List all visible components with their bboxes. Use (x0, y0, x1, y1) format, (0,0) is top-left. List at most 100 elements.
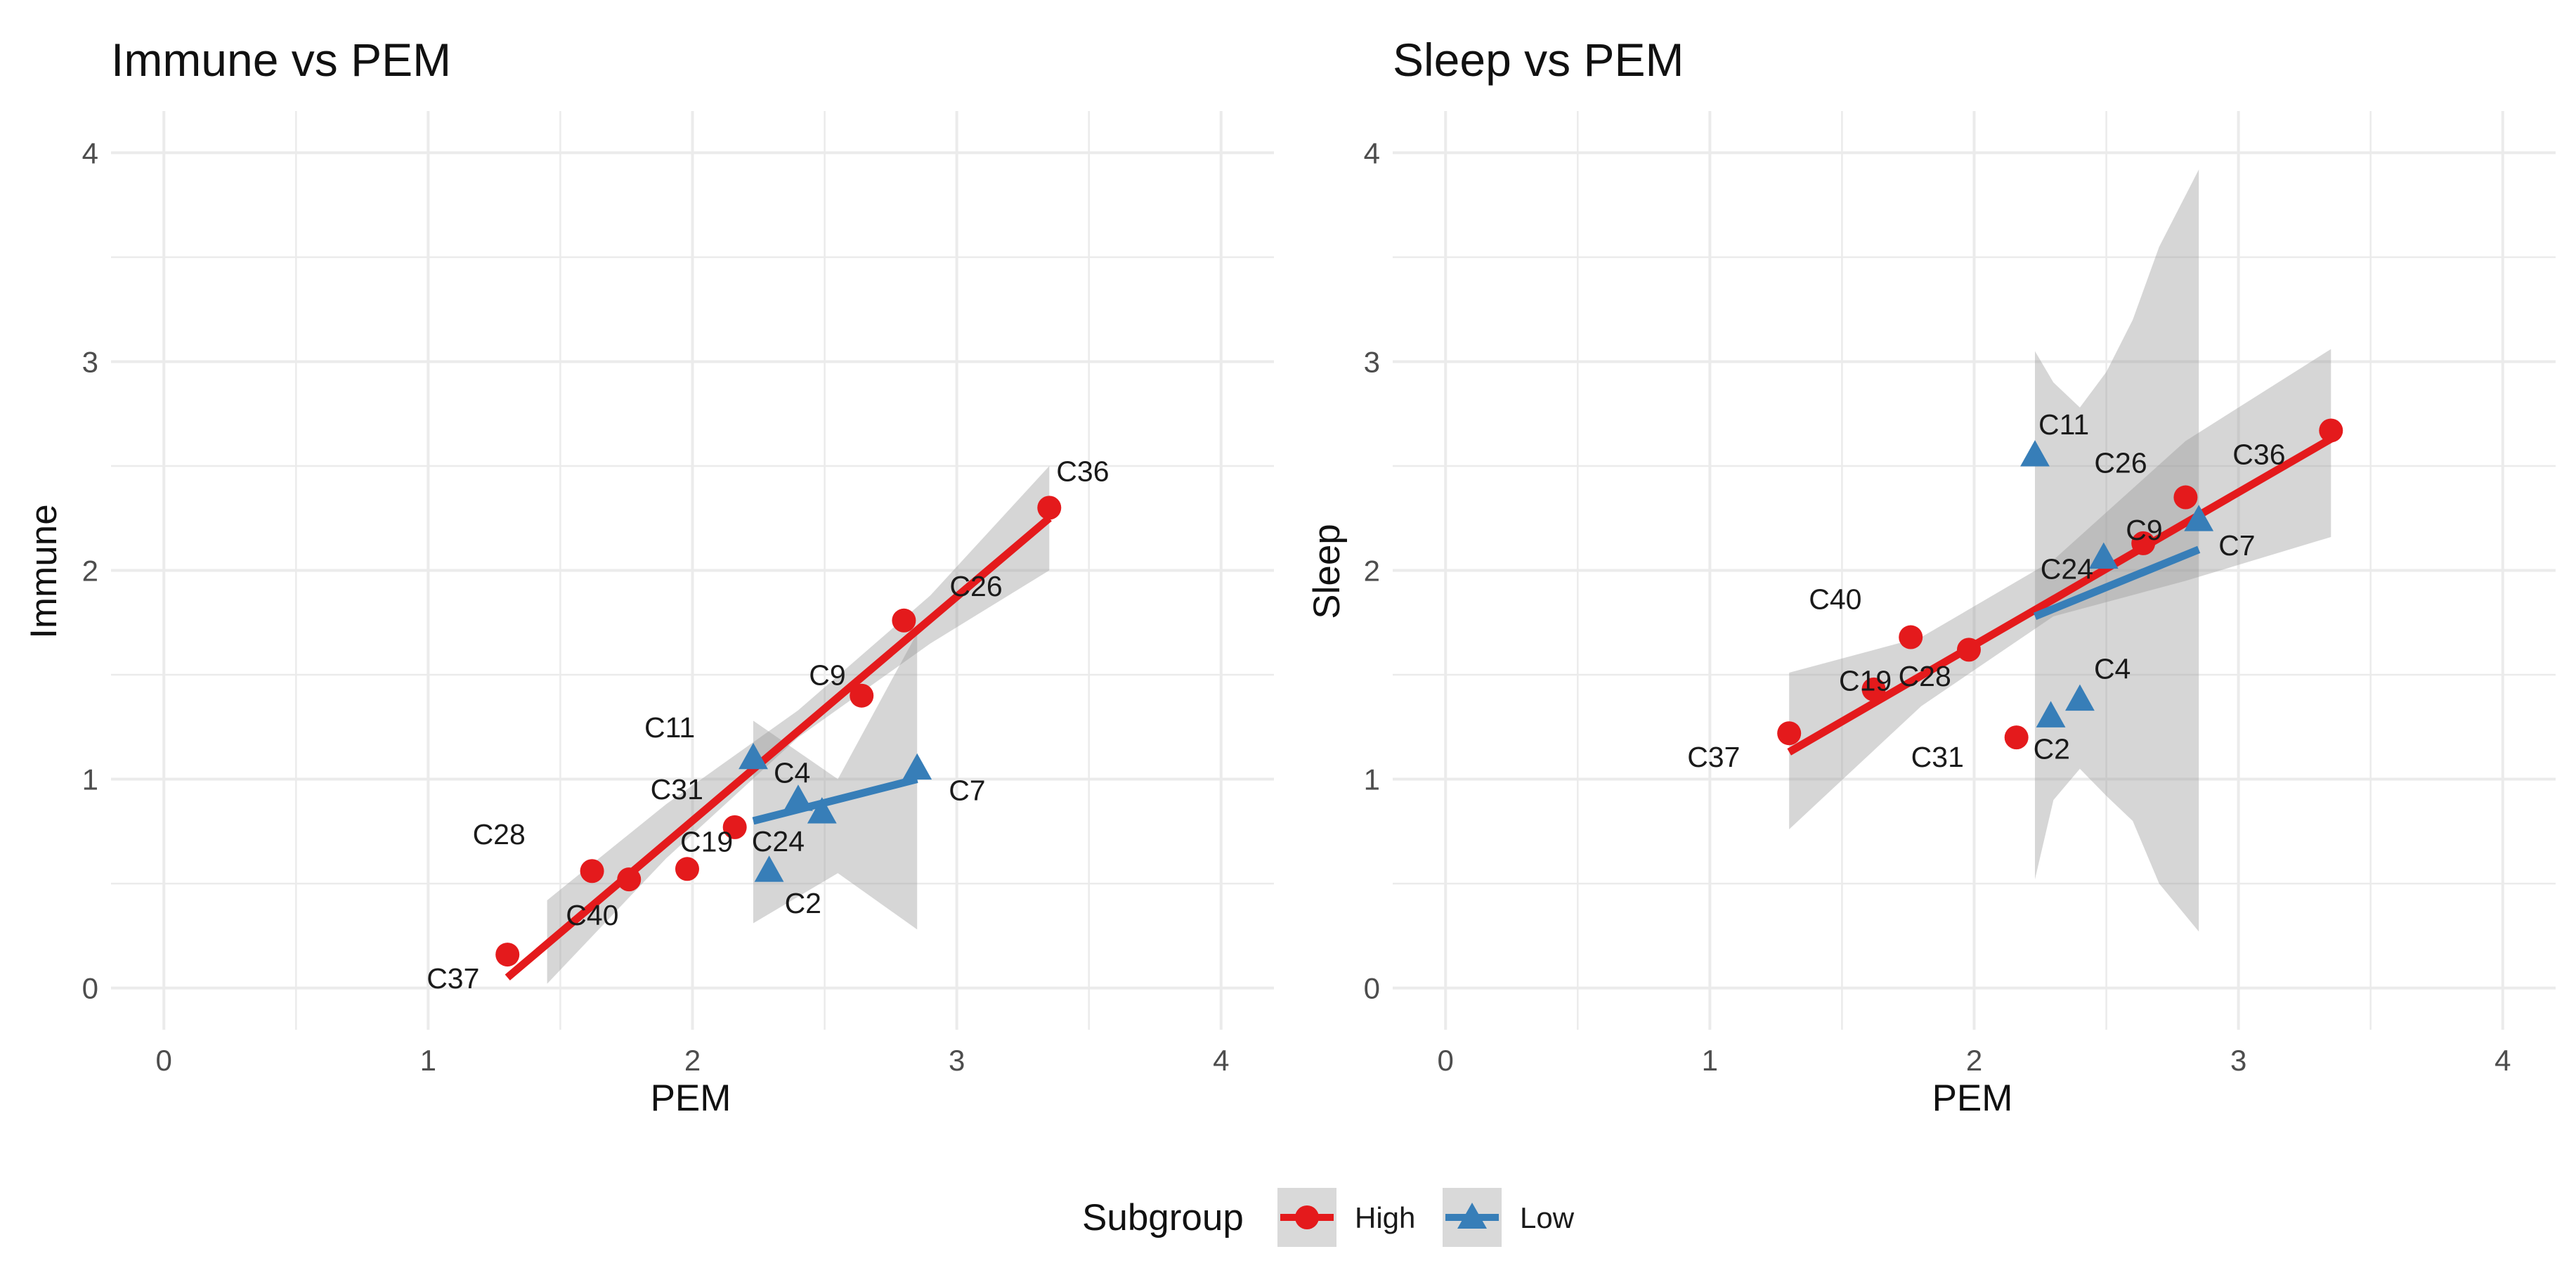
legend-circle-icon (1295, 1205, 1319, 1229)
x-tick-label: 2 (684, 1044, 701, 1077)
y-tick-label: 4 (82, 136, 98, 169)
x-tick-label: 2 (1966, 1044, 1982, 1077)
data-point-c28 (580, 859, 604, 884)
data-point-c31 (2004, 725, 2029, 750)
data-point-c36 (2319, 418, 2343, 443)
point-label-c4: C4 (2094, 653, 2131, 685)
point-label-c11: C11 (644, 711, 695, 744)
data-point-c26 (2173, 485, 2198, 510)
x-tick-label: 3 (949, 1044, 965, 1077)
data-point-c9 (850, 683, 874, 708)
point-label-c40: C40 (1809, 583, 1861, 616)
point-label-c19: C19 (1839, 664, 1892, 697)
y-tick-label: 0 (82, 972, 98, 1005)
data-points (1777, 418, 2343, 750)
x-tick-label: 1 (1702, 1044, 1718, 1077)
y-tick-label: 2 (1364, 555, 1380, 588)
point-label-c7: C7 (949, 775, 985, 807)
point-label-c24: C24 (2041, 553, 2093, 586)
y-tick-label: 3 (1364, 345, 1380, 378)
point-label-c26: C26 (949, 570, 1002, 602)
data-point-c11 (2020, 440, 2050, 467)
fit-line-high (505, 515, 1052, 981)
point-label-c19: C19 (680, 825, 733, 858)
data-point-c7 (902, 753, 932, 780)
point-label-c11: C11 (2038, 408, 2089, 441)
y-tick-labels: 0 1 2 3 4 (82, 136, 98, 1004)
point-labels: C37 C28 C40 C19 C31 C9 C26 C36 C11 C4 C24 C7 C2 (1687, 408, 2285, 773)
point-label-c31: C31 (1911, 741, 1964, 773)
point-label-c2: C2 (2034, 732, 2070, 765)
y-tick-label: 0 (1364, 972, 1380, 1005)
data-points (495, 496, 1062, 967)
x-axis-label: PEM (651, 1078, 731, 1119)
data-point-c19 (1956, 638, 1981, 662)
data-point-c26 (892, 608, 916, 633)
grid-lines (1393, 111, 2556, 1030)
point-label-c24: C24 (752, 825, 805, 858)
data-point-c4 (2065, 684, 2095, 711)
y-axis-label: Sleep (1306, 524, 1348, 619)
grid-lines (111, 111, 1274, 1030)
confidence-bands (1789, 169, 2331, 932)
data-point-c40 (617, 867, 642, 892)
panel-title: Sleep vs PEM (1393, 34, 1684, 86)
confidence-band-high (1789, 349, 2331, 829)
y-tick-label: 1 (82, 763, 98, 796)
data-point-c28 (1861, 677, 1886, 701)
confidence-band-high (547, 465, 1050, 984)
x-axis-label: PEM (1932, 1078, 2013, 1119)
x-tick-label: 3 (2230, 1044, 2246, 1077)
fit-line-low (752, 775, 918, 825)
point-label-c37: C37 (427, 962, 479, 995)
confidence-band-low (2035, 169, 2199, 932)
point-label-c36: C36 (1056, 455, 1109, 487)
point-label-c40: C40 (566, 899, 618, 931)
data-point-c11 (739, 742, 768, 770)
x-tick-label: 4 (1213, 1044, 1229, 1077)
data-point-c4 (783, 784, 813, 811)
data-point-c40 (1899, 625, 1923, 649)
y-axis-label: Immune (23, 504, 65, 638)
legend-label: High (1355, 1201, 1415, 1234)
data-point-c7 (2184, 505, 2214, 531)
legend-item-high: High (1277, 1188, 1415, 1247)
point-label-c9: C9 (809, 659, 845, 692)
data-point-c9 (2131, 531, 2156, 555)
x-tick-label: 0 (156, 1044, 172, 1077)
point-label-c9: C9 (2126, 514, 2162, 546)
point-label-c2: C2 (785, 887, 821, 919)
point-labels: C37 C28 C40 C19 C31 C9 C26 C36 C11 C4 C24 C7 C2 (427, 455, 1109, 995)
data-point-c19 (675, 857, 699, 881)
data-point-c37 (1777, 721, 1802, 746)
data-point-c24 (2088, 542, 2119, 569)
y-tick-label: 1 (1364, 763, 1380, 796)
x-tick-labels: 0 1 2 3 4 (1438, 1044, 2511, 1077)
x-tick-label: 4 (2494, 1044, 2511, 1077)
fit-line-low (2033, 545, 2201, 620)
legend-label: Low (1520, 1201, 1575, 1234)
y-tick-label: 4 (1364, 136, 1380, 169)
point-label-c4: C4 (774, 756, 810, 789)
data-point-c36 (1037, 496, 1062, 520)
point-label-c7: C7 (2218, 529, 2255, 562)
panel-immune: Immune vs PEM C37C28C40C19C31C9C26C36C11… (23, 34, 1274, 1119)
y-tick-label: 3 (82, 345, 98, 378)
data-point-c24 (807, 797, 837, 824)
legend-title: Subgroup (1082, 1197, 1244, 1238)
x-tick-label: 1 (420, 1044, 436, 1077)
legend-item-low: Low (1443, 1188, 1575, 1247)
confidence-bands (547, 465, 1050, 984)
confidence-band-low (753, 633, 918, 930)
y-tick-labels: 0 1 2 3 4 (1364, 136, 1380, 1004)
data-point-c37 (495, 943, 520, 967)
point-label-c28: C28 (1899, 660, 1951, 692)
data-point-c2 (754, 855, 784, 882)
point-label-c36: C36 (2232, 438, 2285, 470)
point-label-c31: C31 (651, 773, 703, 806)
data-point-c31 (722, 815, 747, 839)
y-tick-label: 2 (82, 555, 98, 588)
point-label-c28: C28 (473, 818, 526, 850)
